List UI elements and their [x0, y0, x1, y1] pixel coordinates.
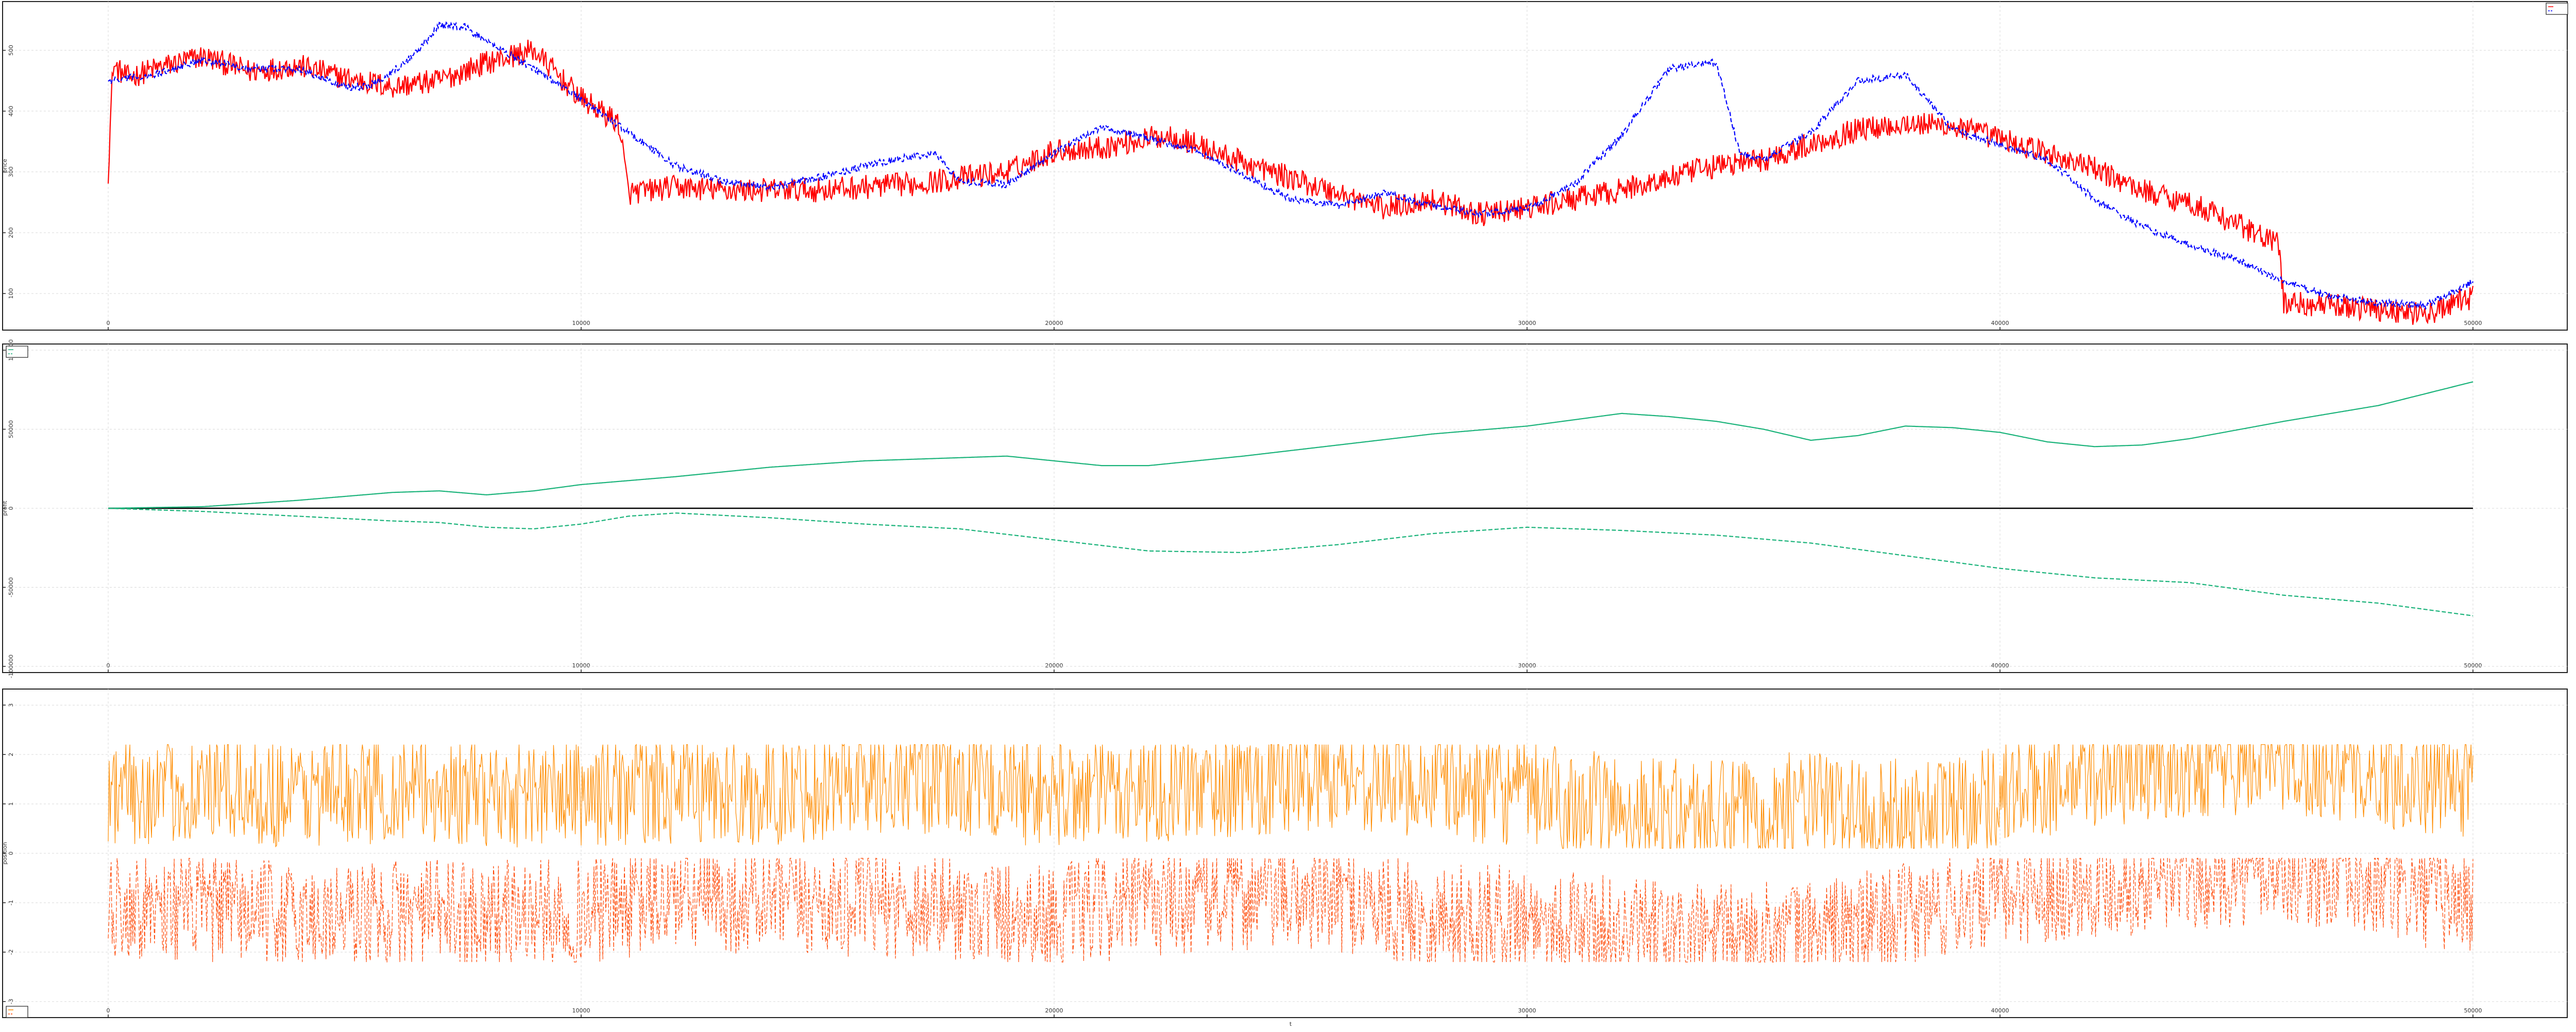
y-tick-label: 0 — [8, 507, 14, 510]
series-line-position-1 — [108, 857, 2473, 962]
panel-price: 0 10000 20000 30000 40000 50000 100 200 300 400 50… — [2, 1, 2568, 331]
y-axis-label: price — [2, 159, 8, 173]
x-tick-label: 20000 — [1045, 1007, 1063, 1014]
x-tick-label: 10000 — [572, 1007, 590, 1014]
x-tick-label: 20000 — [1045, 662, 1063, 669]
panel-position: 0 10000 20000 30000 40000 50000 -3 -2 -1 0 1 2 3 posi… — [2, 689, 2568, 1027]
x-tick-label: 50000 — [2464, 662, 2482, 669]
y-tick-label: 500 — [8, 45, 14, 56]
y-tick-label: 1 — [8, 802, 14, 806]
y-tick-label: 50000 — [8, 420, 14, 438]
y-tick-label: -100000 — [8, 655, 14, 678]
legend-box — [6, 346, 28, 358]
x-tick-label: 50000 — [2464, 320, 2482, 326]
y-tick-label: -2 — [8, 949, 14, 955]
legend — [6, 346, 28, 358]
series-line-price-0 — [107, 40, 2474, 325]
x-tick-label: 0 — [107, 1007, 110, 1014]
x-tick-label: 0 — [107, 320, 110, 326]
legend-box — [2546, 3, 2568, 15]
legend — [2546, 3, 2568, 15]
series-line-price-1 — [108, 21, 2474, 311]
y-tick-label: 0 — [8, 852, 14, 855]
y-tick-label: -1 — [8, 900, 14, 905]
x-tick-label: 0 — [107, 662, 110, 669]
x-tick-label: 30000 — [1518, 662, 1536, 669]
x-tick-label: 50000 — [2464, 1007, 2482, 1014]
y-tick-label: 100 — [8, 288, 14, 299]
y-axis-label: profit — [2, 501, 8, 516]
x-tick-label: 40000 — [1991, 662, 2009, 669]
x-tick-label: 40000 — [1991, 1007, 2009, 1014]
panel-frame — [2, 1, 2568, 331]
x-tick-label: 30000 — [1518, 320, 1536, 326]
y-tick-label: 3 — [8, 703, 14, 707]
legend — [6, 1006, 28, 1018]
legend-box — [6, 1006, 28, 1018]
y-axis-label: position — [2, 842, 8, 865]
x-axis-label: t — [1290, 1021, 1292, 1027]
y-tick-label: 400 — [8, 106, 14, 116]
x-tick-label: 20000 — [1045, 320, 1063, 326]
x-tick-label: 30000 — [1518, 1007, 1536, 1014]
x-tick-label: 40000 — [1991, 320, 2009, 326]
y-tick-label: -3 — [8, 999, 14, 1004]
y-tick-label: 200 — [8, 227, 14, 238]
x-tick-label: 10000 — [572, 320, 590, 326]
series-line-position-0 — [108, 743, 2473, 849]
x-tick-label: 10000 — [572, 662, 590, 669]
y-tick-label: 300 — [8, 166, 14, 177]
series-line-cumulative-0 — [108, 381, 2473, 509]
y-tick-label: -50000 — [8, 577, 14, 597]
y-tick-label: 2 — [8, 753, 14, 756]
panel-cumulative: 0 10000 20000 30000 40000 50000 -100000 -50000 0… — [2, 339, 2568, 678]
